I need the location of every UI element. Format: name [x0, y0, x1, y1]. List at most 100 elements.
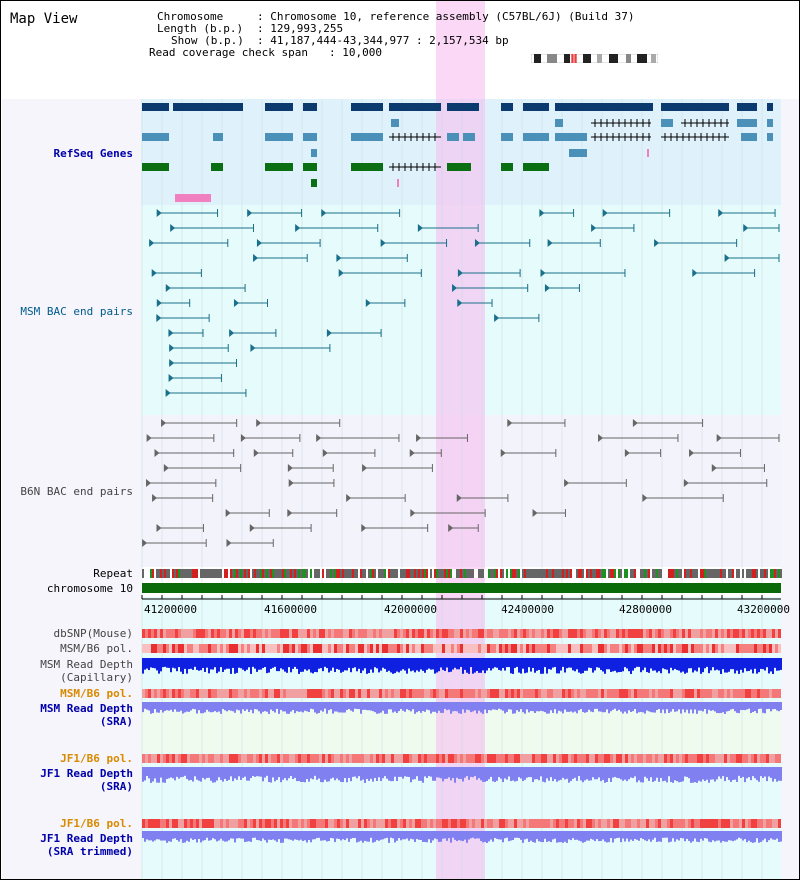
read-depth-bar — [442, 702, 444, 713]
polymorphism-cell — [340, 819, 343, 828]
polymorphism-cell — [226, 629, 229, 638]
repeat-mark — [604, 569, 606, 578]
b6n-bac-label[interactable]: B6N BAC end pairs — [20, 485, 133, 498]
read-depth-bar — [226, 702, 228, 712]
read-depth-bar — [488, 767, 490, 780]
polymorphism-cell — [718, 629, 721, 638]
polymorphism-cell — [469, 629, 472, 638]
read-depth-bar — [166, 831, 168, 843]
gene-block — [523, 163, 549, 171]
read-depth-bar — [724, 658, 726, 673]
polymorphism-cell — [508, 689, 511, 698]
read-depth-bar — [764, 658, 766, 671]
polymorphism-cell — [499, 689, 502, 698]
read-depth-bar — [196, 831, 198, 843]
read-depth-bar — [230, 767, 232, 777]
repeat-mark — [568, 569, 570, 578]
refseq-genes-label[interactable]: RefSeq Genes — [53, 147, 133, 160]
chromosome-ideogram[interactable] — [531, 54, 658, 63]
read-depth-bar — [276, 702, 278, 709]
read-depth-bar — [768, 831, 770, 841]
polymorphism-cell — [316, 754, 319, 763]
repeat-mark — [582, 569, 584, 578]
read-depth-bar — [160, 702, 162, 710]
repeat-mark — [636, 569, 638, 578]
repeat-mark — [404, 569, 406, 578]
repeat-mark — [724, 569, 726, 578]
repeat-mark — [254, 569, 256, 578]
msm-bac-label[interactable]: MSM BAC end pairs — [20, 305, 133, 318]
polymorphism-cell — [598, 689, 601, 698]
read-depth-bar — [412, 658, 414, 671]
read-depth-bar — [456, 767, 458, 778]
read-depth-bar — [432, 831, 434, 841]
repeat-mark — [634, 569, 636, 578]
read-depth-bar — [188, 658, 190, 670]
polymorphism-cell — [745, 754, 748, 763]
read-depth-bar — [486, 658, 488, 671]
polymorphism-cell — [370, 689, 373, 698]
read-depth-bar — [568, 658, 570, 668]
polymorphism-cell — [526, 819, 529, 828]
repeat-mark — [544, 569, 546, 578]
gene-block — [265, 163, 293, 171]
read-depth-bar — [618, 767, 620, 779]
read-depth-bar — [438, 767, 440, 778]
repeat-mark — [676, 569, 678, 578]
read-depth-bar — [212, 658, 214, 670]
read-depth-bar — [172, 767, 174, 779]
read-depth-bar — [226, 831, 228, 842]
bac-end-marker — [474, 239, 480, 247]
polymorphism-cell — [364, 754, 367, 763]
read-depth-bar — [516, 702, 518, 711]
read-depth-bar — [356, 831, 358, 843]
read-depth-bar — [646, 831, 648, 842]
polymorphism-cell — [610, 644, 613, 653]
read-depth-bar — [228, 767, 230, 780]
read-depth-bar — [572, 831, 574, 839]
repeat-mark — [358, 569, 360, 578]
read-depth-bar — [212, 702, 214, 713]
read-depth-bar — [328, 767, 330, 782]
polymorphism-cell — [589, 689, 592, 698]
polymorphism-cell — [184, 629, 187, 638]
polymorphism-cell — [319, 754, 322, 763]
polymorphism-cell — [631, 629, 634, 638]
read-depth-bar — [458, 658, 460, 670]
read-depth-bar — [368, 831, 370, 842]
read-depth-bar — [146, 831, 148, 840]
read-depth-bar — [500, 767, 502, 779]
repeat-mark — [520, 569, 522, 578]
read-depth-bar — [566, 658, 568, 669]
polymorphism-cell — [433, 629, 436, 638]
read-depth-bar — [398, 658, 400, 673]
polymorphism-cell — [610, 689, 613, 698]
read-depth-bar — [606, 831, 608, 843]
selected-region-highlight[interactable] — [436, 1, 485, 879]
repeat-mark — [528, 569, 530, 578]
polymorphism-cell — [181, 629, 184, 638]
polymorphism-cell — [250, 689, 253, 698]
gene-block — [661, 103, 729, 111]
bac-end-marker — [452, 284, 458, 292]
read-depth-bar — [472, 658, 474, 674]
read-depth-bar — [610, 658, 612, 672]
read-depth-bar — [706, 767, 708, 780]
polymorphism-cell — [361, 689, 364, 698]
polymorphism-cell — [388, 629, 391, 638]
polymorphism-cell — [427, 754, 430, 763]
bac-end-marker — [361, 524, 367, 532]
polymorphism-cell — [613, 689, 616, 698]
polymorphism-cell — [358, 644, 361, 653]
read-depth-bar — [438, 702, 440, 711]
read-depth-bar — [160, 831, 162, 841]
polymorphism-cell — [514, 644, 517, 653]
repeat-mark — [378, 569, 380, 578]
read-depth-bar — [780, 658, 782, 670]
polymorphism-cell — [280, 754, 283, 763]
read-depth-bar — [406, 658, 408, 674]
polymorphism-cell — [706, 629, 709, 638]
read-depth-bar — [556, 658, 558, 674]
polymorphism-cell — [607, 689, 610, 698]
